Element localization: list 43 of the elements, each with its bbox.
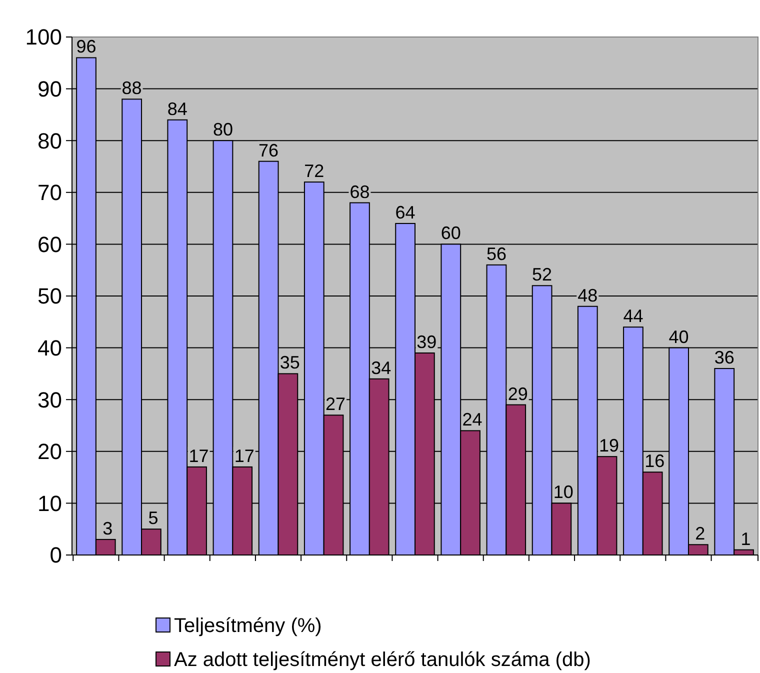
data-label: 56 (486, 244, 506, 264)
data-label: 2 (695, 524, 706, 544)
data-label: 35 (280, 352, 300, 373)
data-label: 1 (740, 528, 751, 549)
data-label: 96 (76, 36, 96, 57)
data-label: 48 (578, 285, 598, 306)
data-label: 19 (598, 436, 620, 456)
y-tick-label: 0 (50, 542, 62, 568)
y-tick-label: 40 (38, 336, 62, 360)
data-label: 24 (462, 410, 482, 430)
data-label: 52 (532, 264, 552, 285)
data-label: 17 (234, 446, 254, 466)
data-label: 27 (326, 394, 346, 414)
y-tick-label: 60 (38, 232, 62, 257)
y-tick-label: 100 (25, 24, 62, 50)
data-label: 72 (304, 161, 324, 182)
data-label: 68 (350, 182, 370, 202)
y-tick-label: 30 (38, 387, 62, 412)
data-label: 17 (188, 446, 209, 466)
data-label: 64 (395, 202, 416, 222)
y-tick-label: 70 (38, 180, 62, 206)
data-label: 16 (644, 451, 665, 472)
y-tick-label: 10 (38, 490, 62, 516)
data-label: 34 (371, 358, 392, 378)
data-label: 80 (212, 120, 234, 140)
y-tick-label: 20 (38, 439, 62, 464)
y-tick-label: 50 (38, 284, 62, 309)
data-label: 88 (122, 78, 142, 98)
data-label: 39 (416, 332, 437, 352)
data-label: 76 (258, 140, 279, 160)
data-label: 29 (508, 384, 528, 404)
data-label: 36 (714, 348, 734, 368)
data-label: 40 (668, 326, 689, 347)
data-label: 5 (148, 508, 158, 528)
data-label: 44 (623, 306, 644, 326)
y-tick-label: 90 (38, 76, 62, 102)
data-label: 84 (167, 98, 188, 119)
legend-label: Az adott teljesítményt elérő tanulók száma (db) (174, 649, 591, 671)
legend-label: Teljesítmény (%) (174, 615, 322, 637)
y-tick-label: 80 (38, 128, 62, 154)
data-label: 10 (553, 482, 574, 502)
data-label: 60 (440, 223, 461, 244)
data-label: 3 (102, 518, 113, 538)
